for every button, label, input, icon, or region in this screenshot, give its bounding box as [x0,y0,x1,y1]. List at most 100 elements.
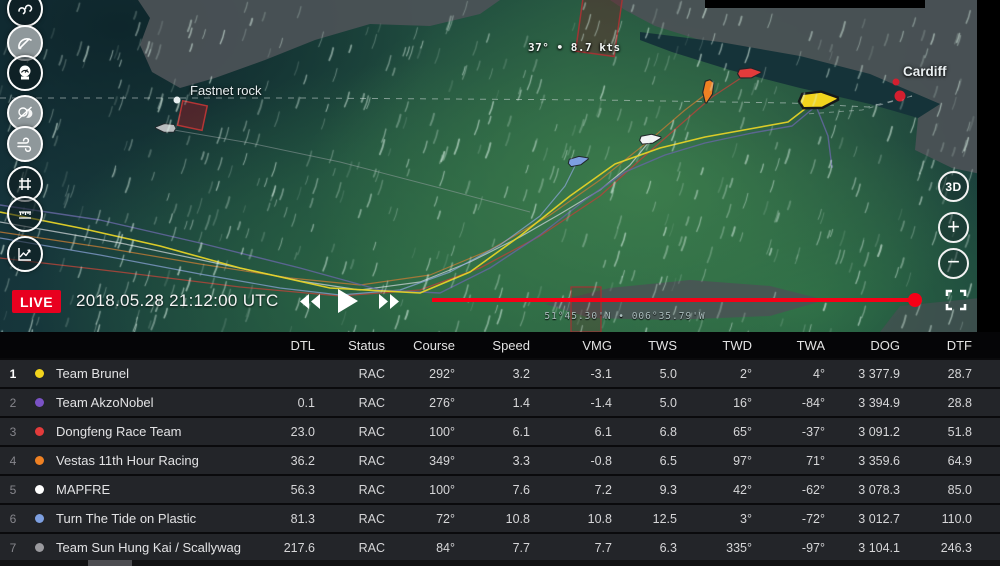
horizontal-scrollbar[interactable] [0,560,1000,566]
cell-twd: 65° [733,424,752,439]
team-name: Team Sun Hung Kai / Scallywag [56,540,241,555]
cell-dog: 3 078.3 [858,482,900,497]
leaderboard-row[interactable]: 1 Team Brunel RAC 292° 3.2 -3.1 5.0 2° 4° 3 377.9… [0,360,1000,387]
fullscreen-icon [945,289,967,311]
fastnet-rock-label: Fastnet rock [190,83,262,98]
team-color-dot [35,426,44,436]
cell-speed: 6.1 [512,424,530,439]
cell-dtf: 246.3 [940,540,972,555]
rank-number: 2 [9,395,17,410]
leaderboard-row[interactable]: 2 Team AkzoNobel 0.1 RAC 276° 1.4 -1.4 5.0 16° -8… [0,389,1000,416]
rank-number: 3 [9,424,17,439]
team-color-dot [35,484,44,494]
timeline-slider-track[interactable] [432,298,914,302]
rank-number: 1 [9,366,17,381]
team-name: Dongfeng Race Team [56,424,182,439]
cell-vmg: 7.7 [594,540,612,555]
onboard-view-button[interactable] [7,55,43,91]
cell-dog: 3 359.6 [858,453,900,468]
col-twa: TWA [796,337,825,353]
fast-forward-button[interactable] [378,293,400,313]
cell-dog: 3 377.9 [858,366,900,381]
timeline-slider-handle[interactable] [908,293,922,307]
map-right-letterbox [977,0,1000,332]
wind-layer-button[interactable] [7,126,43,162]
team-color-dot [26,367,56,381]
cell-course: 276° [429,395,455,410]
cell-course: 100° [429,482,455,497]
team-color-dot [26,396,56,410]
team-color-dot [35,455,44,465]
cell-vmg: -1.4 [590,395,612,410]
cell-twa: 71° [806,453,825,468]
collapsed-top-panel [705,0,925,8]
cell-dtl: 56.3 [290,482,315,497]
team-name: Team Brunel [56,366,129,381]
col-status: Status [348,337,385,353]
leaderboard-row[interactable]: 6 Turn The Tide on Plastic 81.3 RAC 72° 10.8 1… [0,505,1000,532]
cell-dtl: 0.1 [297,395,315,410]
cell-twa: -62° [801,482,825,497]
cell-speed: 7.6 [512,482,530,497]
rank-number: 5 [9,482,17,497]
team-color-dot [26,425,56,439]
col-tws: TWS [648,337,677,353]
scrollbar-thumb[interactable] [88,560,132,566]
col-dog: DOG [870,337,900,353]
measure-distance-icon [19,211,31,219]
cell-twd: 3° [740,511,752,526]
cell-tws: 12.5 [652,511,677,526]
cell-twd: 2° [740,366,752,381]
leaderboard-body: 1 Team Brunel RAC 292° 3.2 -3.1 5.0 2° 4° 3 377.9… [0,360,1000,561]
cell-twa: -72° [801,511,825,526]
cell-vmg: 7.2 [594,482,612,497]
cell-course: 72° [436,511,455,526]
zoom-in-button[interactable]: + [938,212,969,243]
play-button[interactable] [337,288,359,317]
cell-status: RAC [358,511,385,526]
cell-speed: 10.8 [505,511,530,526]
team-color-dot [26,541,56,555]
cell-dtl: 217.6 [283,540,315,555]
team-name: MAPFRE [56,482,111,497]
cell-dog: 3 091.2 [858,424,900,439]
col-twd: TWD [722,337,752,353]
fullscreen-button[interactable] [944,289,968,313]
cardiff-label: Cardiff [903,64,947,79]
day-night-toggle-button[interactable] [7,95,43,131]
rank-number: 4 [9,453,17,468]
cell-course: 100° [429,424,455,439]
col-speed: Speed [492,337,530,353]
col-vmg: VMG [582,337,612,353]
cell-tws: 9.3 [659,482,677,497]
live-badge[interactable]: LIVE [12,290,61,313]
cell-dtf: 85.0 [947,482,972,497]
wind-animation-icon [18,4,33,15]
view-3d-button[interactable]: 3D [938,171,969,202]
measure-distance-button[interactable] [7,196,43,232]
race-map[interactable]: Fastnet rock Cardiff 37° • 8.7 kts [0,0,1000,332]
grid-icon [19,178,31,190]
rewind-icon [300,294,320,309]
cell-dtl: 23.0 [290,424,315,439]
rewind-button[interactable] [299,293,321,313]
leaderboard-row[interactable]: 7 Team Sun Hung Kai / Scallywag 217.6 RAC 84… [0,534,1000,561]
fast-forward-icon [379,294,399,309]
cell-twd: 16° [733,395,752,410]
leaderboard-row[interactable]: 4 Vestas 11th Hour Racing 36.2 RAC 349° 3.3 -0… [0,447,1000,474]
statistics-button[interactable] [7,236,43,272]
team-color-dot [26,454,56,468]
cell-vmg: -0.8 [590,453,612,468]
cell-status: RAC [358,482,385,497]
zoom-out-button[interactable]: − [938,248,969,279]
leaderboard-row[interactable]: 5 MAPFRE 56.3 RAC 100° 7.6 7.2 9.3 42° -62° 3 078.… [0,476,1000,503]
cell-tws: 6.5 [659,453,677,468]
play-icon [338,289,358,313]
cell-speed: 7.7 [512,540,530,555]
wind-layer-icon [17,137,32,153]
team-color-dot [26,512,56,526]
team-color-dot [35,513,44,523]
rank-number: 6 [9,511,17,526]
leaderboard-row[interactable]: 3 Dongfeng Race Team 23.0 RAC 100° 6.1 6.1 6.8 6… [0,418,1000,445]
team-color-dot [35,368,44,378]
